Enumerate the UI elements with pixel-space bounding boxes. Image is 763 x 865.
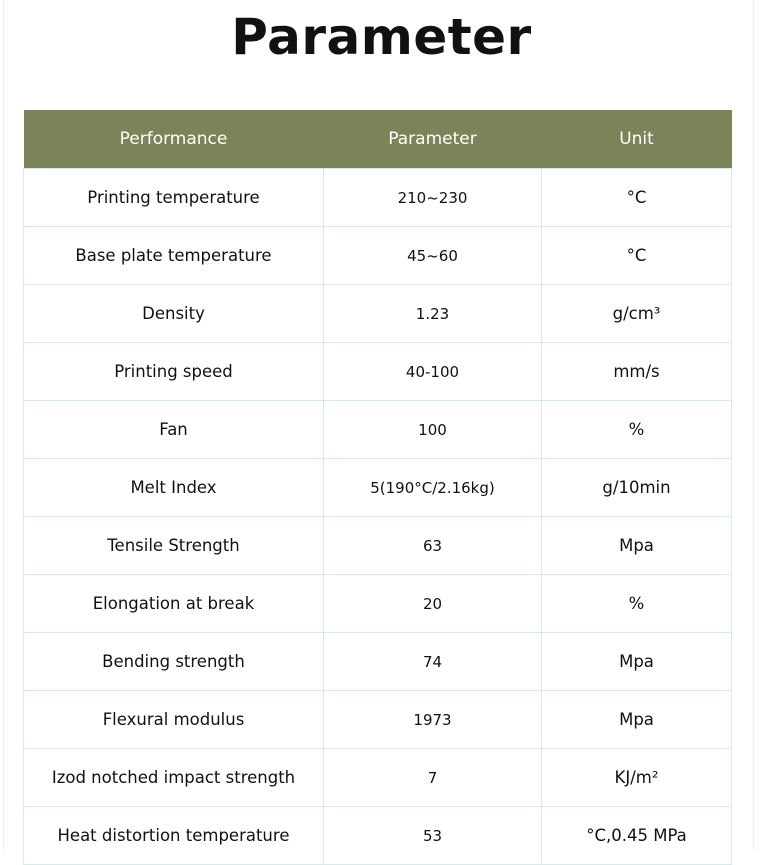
table-row: Base plate temperature 45~60 °C	[23, 226, 732, 285]
parameter-cell: 74	[323, 632, 542, 691]
performance-cell: Base plate temperature	[23, 226, 324, 285]
performance-cell: Flexural modulus	[23, 690, 324, 749]
unit-cell: %	[541, 574, 732, 633]
header-unit: Unit	[541, 110, 732, 169]
page-edge-right	[753, 0, 754, 850]
performance-cell: Printing temperature	[23, 168, 324, 227]
table-row: Density 1.23 g/cm³	[23, 284, 732, 343]
parameter-cell: 1973	[323, 690, 542, 749]
parameter-cell: 1.23	[323, 284, 542, 343]
parameter-cell: 40-100	[323, 342, 542, 401]
unit-cell: Mpa	[541, 690, 732, 749]
unit-cell: °C,0.45 MPa	[541, 806, 732, 865]
parameter-cell: 20	[323, 574, 542, 633]
table-row: Flexural modulus 1973 Mpa	[23, 690, 732, 749]
performance-cell: Density	[23, 284, 324, 343]
table-header-row: Performance Parameter Unit	[23, 110, 732, 169]
parameter-cell: 53	[323, 806, 542, 865]
table-row: Heat distortion temperature 53 °C,0.45 MPa	[23, 806, 732, 865]
unit-cell: mm/s	[541, 342, 732, 401]
page-title: Parameter	[231, 8, 532, 66]
performance-cell: Fan	[23, 400, 324, 459]
table-row: Elongation at break 20%	[23, 574, 732, 633]
performance-cell: Tensile Strength	[23, 516, 324, 575]
unit-cell: g/10min	[541, 458, 732, 517]
performance-cell: Elongation at break	[23, 574, 324, 633]
performance-cell: Melt Index	[23, 458, 324, 517]
parameter-table: Performance Parameter Unit Printing temp…	[23, 110, 732, 865]
header-parameter: Parameter	[323, 110, 542, 169]
performance-cell: Heat distortion temperature	[23, 806, 324, 865]
table-row: Melt Index 5(190°C/2.16kg) g/10min	[23, 458, 732, 517]
table-row: Bending strength 74 Mpa	[23, 632, 732, 691]
performance-cell: Printing speed	[23, 342, 324, 401]
parameter-cell: 5(190°C/2.16kg)	[323, 458, 542, 517]
unit-cell: °C	[541, 226, 732, 285]
header-performance: Performance	[23, 110, 324, 169]
table-row: Printing speed 40-100 mm/s	[23, 342, 732, 401]
unit-cell: Mpa	[541, 516, 732, 575]
unit-cell: g/cm³	[541, 284, 732, 343]
table-row: Printing temperature 210~230 °C	[23, 168, 732, 227]
parameter-cell: 7	[323, 748, 542, 807]
table-row: Tensile Strength 63 Mpa	[23, 516, 732, 575]
table-row: Izod notched impact strength 7 KJ/m²	[23, 748, 732, 807]
parameter-cell: 63	[323, 516, 542, 575]
unit-cell: %	[541, 400, 732, 459]
parameter-cell: 100	[323, 400, 542, 459]
unit-cell: Mpa	[541, 632, 732, 691]
parameter-cell: 210~230	[323, 168, 542, 227]
parameter-cell: 45~60	[323, 226, 542, 285]
page-edge-left	[3, 0, 4, 850]
table-row: Fan 100%	[23, 400, 732, 459]
unit-cell: °C	[541, 168, 732, 227]
performance-cell: Izod notched impact strength	[23, 748, 324, 807]
unit-cell: KJ/m²	[541, 748, 732, 807]
performance-cell: Bending strength	[23, 632, 324, 691]
